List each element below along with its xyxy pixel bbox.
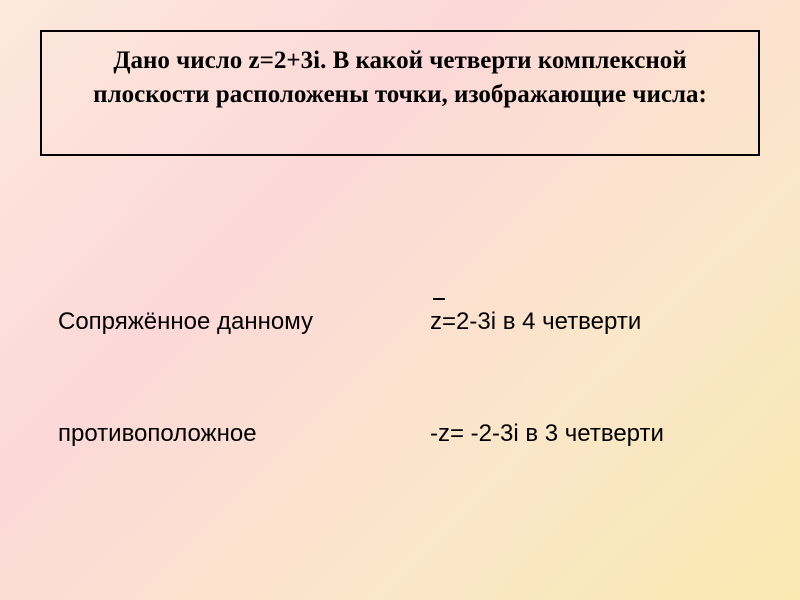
z-letter: z [430,308,442,335]
answer-opposite: -z= -2-3i в 3 четверти [430,420,664,448]
overline-bar [433,298,445,300]
conjugate-rest: =2-3i в 4 четверти [442,308,641,335]
question-box: Дано число z=2+3i. В какой четверти комп… [40,30,760,156]
question-line1: Дано число z=2+3i. В какой четверти комп… [113,47,686,74]
question-line2: плоскости расположены точки, изображающи… [93,81,707,108]
question-text: Дано число z=2+3i. В какой четверти комп… [62,44,738,112]
answer-conjugate: z =2-3i в 4 четверти [430,308,641,336]
label-conjugate: Сопряжённое данному [58,308,313,336]
label-opposite: противоположное [58,420,257,448]
z-overline: z [430,308,442,336]
